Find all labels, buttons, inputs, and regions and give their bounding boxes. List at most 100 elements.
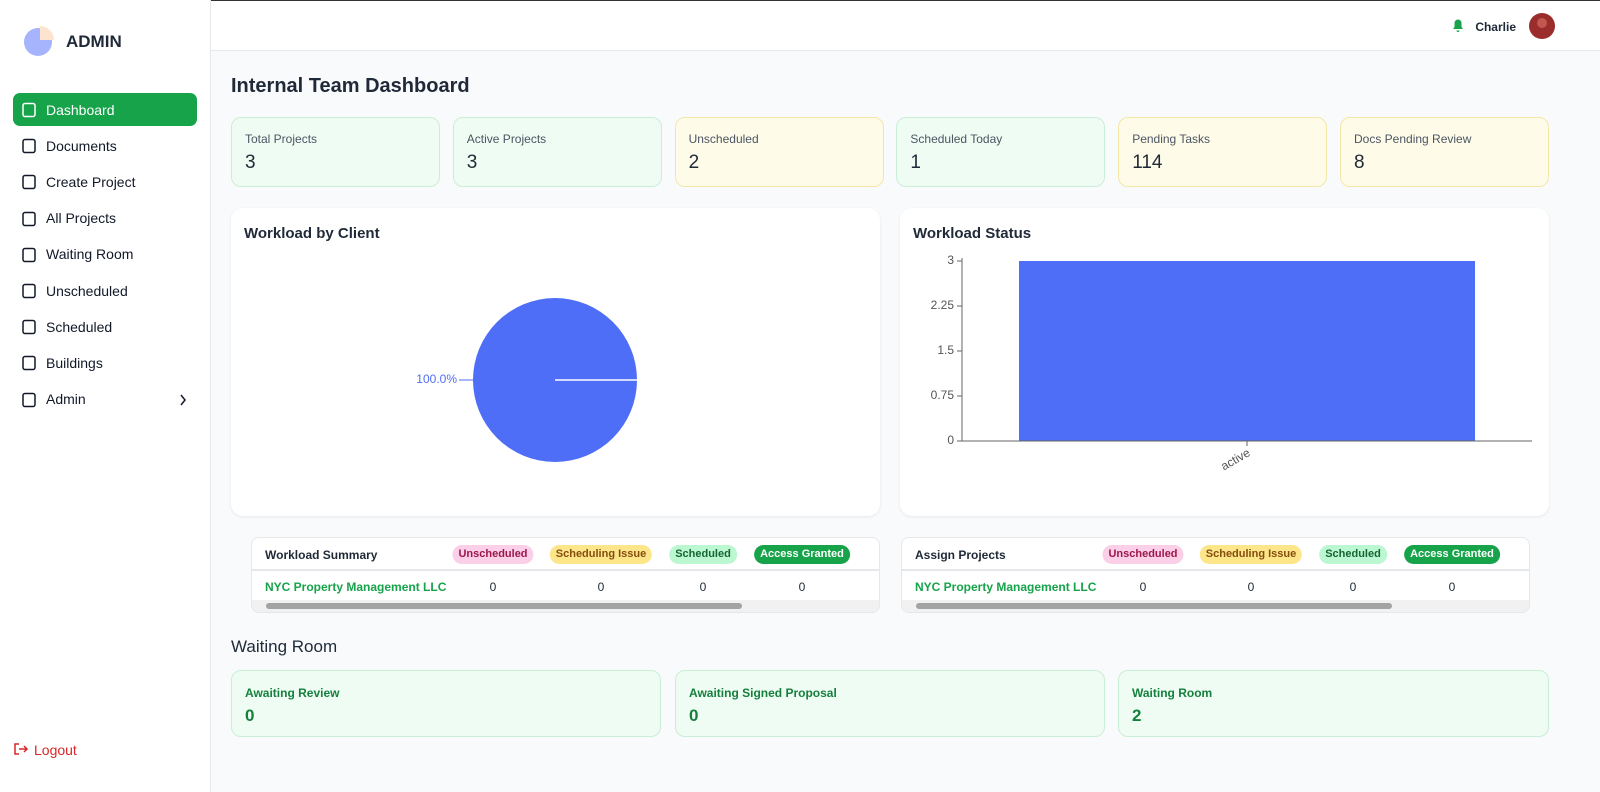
nav-icon [22, 175, 36, 190]
table-header: Workload Summary Unscheduled Scheduling Is… [252, 538, 879, 571]
stat-label: Unscheduled [688, 132, 759, 146]
nav-icon [22, 102, 36, 118]
chart-panel: Workload Status 0 0.75 1.5 2.25 3 active [900, 208, 1549, 516]
card-value: 2 [1132, 706, 1142, 725]
status-badge[interactable]: Access Granted [754, 545, 850, 564]
status-badge[interactable]: Scheduled [1319, 545, 1387, 564]
status-badge[interactable]: Scheduled [669, 545, 737, 564]
cell: 0 [489, 580, 497, 594]
icon-shape [22, 319, 36, 335]
cell: 0 [597, 580, 605, 594]
nav-item[interactable]: Create Project [13, 165, 197, 198]
waiting-card[interactable]: Awaiting Signed Proposal 0 [675, 670, 1105, 737]
x-tick-label: active [1218, 445, 1252, 473]
nav-item[interactable]: Scheduled [13, 310, 197, 343]
client-link[interactable]: NYC Property Management LLC [265, 580, 447, 594]
table-header: Assign Projects Unscheduled Scheduling Iss… [902, 538, 1529, 571]
stat-label: Active Projects [466, 132, 547, 146]
cell: 0 [1349, 580, 1357, 594]
nav-icon [22, 319, 36, 335]
icon-shape [22, 102, 36, 118]
nav-item[interactable]: Waiting Room [13, 238, 197, 271]
scroll-thumb[interactable] [266, 603, 742, 609]
nav-item[interactable]: All Projects [13, 202, 197, 235]
user-name[interactable]: Charlie [1475, 20, 1516, 34]
waiting-card[interactable]: Waiting Room 2 [1118, 670, 1549, 737]
nav-icon [22, 356, 36, 371]
card-value: 0 [245, 706, 255, 725]
stat-card: Unscheduled 2 [674, 117, 884, 187]
table: Workload Summary Unscheduled Scheduling Is… [251, 537, 880, 613]
chevron [180, 394, 186, 406]
nav-item[interactable]: Dashboard [13, 93, 197, 126]
nav-item[interactable]: Admin [13, 383, 197, 416]
nav-label: Documents [46, 137, 117, 154]
nav-item[interactable]: Documents [13, 129, 197, 162]
bar [1019, 261, 1475, 441]
stat-card: Total Projects 3 [231, 117, 440, 187]
client-link[interactable]: NYC Property Management LLC [915, 580, 1097, 594]
logout-icon [14, 743, 29, 755]
topbar: Charlie [211, 0, 1600, 51]
stat-value: 1 [910, 152, 921, 173]
card-value: 0 [689, 706, 699, 725]
scroll-thumb[interactable] [916, 603, 1392, 609]
bell[interactable] [1451, 17, 1465, 33]
logout[interactable]: Logout [34, 742, 77, 758]
page-title: Internal Team Dashboard [231, 75, 470, 97]
nav-label: Dashboard [46, 101, 115, 118]
chart-title: Workload by Client [244, 225, 380, 242]
pie-chart: 100.0% [416, 298, 637, 462]
nav-icon [22, 211, 36, 226]
y-tick-label: 0.75 [931, 388, 955, 402]
avatar[interactable] [1528, 12, 1556, 40]
nav-item[interactable]: Unscheduled [13, 274, 197, 307]
y-tick-label: 2.25 [931, 298, 955, 312]
scrollbar[interactable] [252, 600, 879, 612]
table-title: Workload Summary [265, 548, 378, 562]
nav-label: Unscheduled [46, 282, 128, 299]
section-title: Waiting Room [231, 637, 338, 656]
status-badge[interactable]: Unscheduled [1102, 545, 1184, 564]
icon-shape [22, 392, 36, 407]
icon-shape [22, 356, 36, 371]
nav-icon [22, 247, 36, 263]
stat-card: Docs Pending Review 8 [1340, 117, 1549, 187]
scrollbar[interactable] [902, 600, 1529, 612]
card-label: Waiting Room [1132, 686, 1213, 700]
nav-icon [22, 138, 36, 154]
stat-value: 3 [466, 152, 478, 173]
cell: 0 [798, 580, 806, 594]
stat-label: Pending Tasks [1132, 132, 1211, 146]
status-badge[interactable]: Unscheduled [452, 545, 534, 564]
sidebar: ADMIN Dashboard Documents Create Project Al… [0, 0, 211, 792]
nav-label: Buildings [46, 354, 103, 371]
cell: 0 [1448, 580, 1456, 594]
cell: 0 [1139, 580, 1147, 594]
waiting-card[interactable]: Awaiting Review 0 [231, 670, 661, 737]
logo [24, 26, 54, 56]
nav-icon [22, 283, 36, 299]
nav-icon [22, 392, 36, 407]
status-badge[interactable]: Scheduling Issue [549, 545, 653, 564]
nav-label: Waiting Room [46, 246, 134, 263]
brand: ADMIN [66, 32, 122, 51]
stat-value: 2 [688, 152, 700, 173]
stat-value: 114 [1132, 152, 1163, 173]
status-badge[interactable]: Scheduling Issue [1199, 545, 1303, 564]
nav-label: Admin [46, 391, 86, 408]
icon-shape [22, 211, 36, 226]
y-tick-label: 0 [947, 433, 954, 447]
y-tick-label: 3 [947, 253, 954, 267]
stat-label: Total Projects [245, 132, 318, 146]
icon-shape [22, 175, 36, 190]
y-tick-label: 1.5 [937, 343, 954, 357]
nav-item[interactable]: Buildings [13, 346, 197, 379]
icon-shape [22, 283, 36, 299]
table-title: Assign Projects [915, 548, 1006, 562]
status-badge[interactable]: Access Granted [1404, 545, 1500, 564]
cell: 0 [1247, 580, 1255, 594]
table: Assign Projects Unscheduled Scheduling Iss… [901, 537, 1530, 613]
card-label: Awaiting Review [245, 686, 340, 700]
